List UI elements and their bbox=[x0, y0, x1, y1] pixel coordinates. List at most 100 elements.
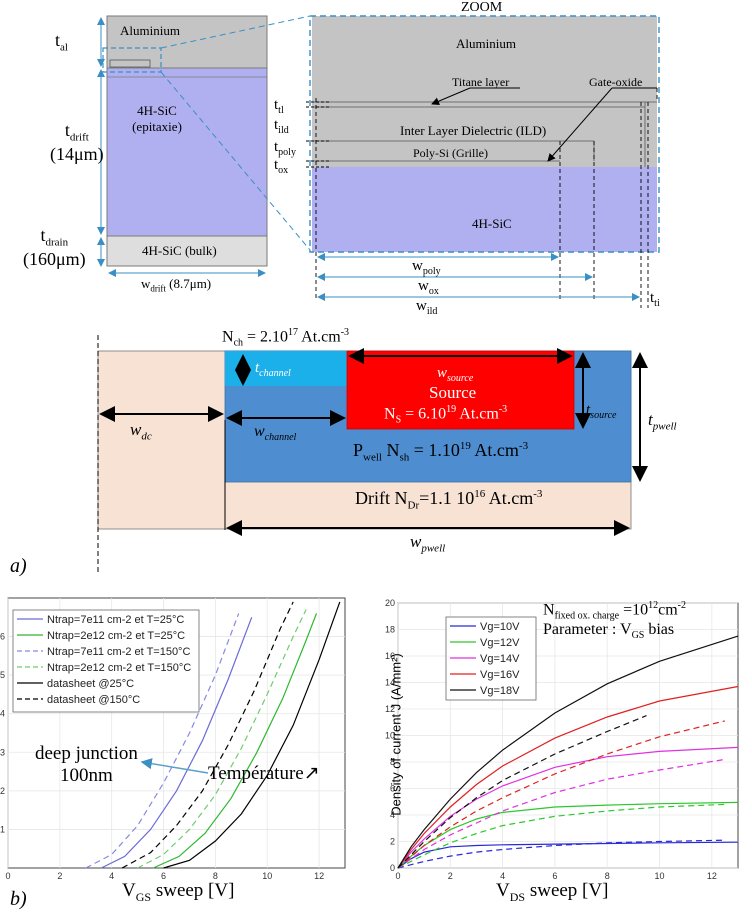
x-tick-label: 6 bbox=[161, 871, 166, 881]
t-ox-label: tox bbox=[274, 157, 289, 176]
x-tick-label: 4 bbox=[500, 871, 505, 881]
titane-layer-label: Titane layer bbox=[452, 75, 510, 89]
chart2-xlabel: VDS sweep [V] bbox=[496, 880, 609, 904]
chart1-annotation: deep junction 100nm bbox=[35, 743, 138, 786]
titane-leader bbox=[431, 87, 471, 105]
legend-entry: Ntrap=2e12 cm-2 et T=150°C bbox=[47, 662, 191, 674]
y-tick-label: 4 bbox=[0, 709, 5, 719]
x-tick-label: 6 bbox=[552, 871, 557, 881]
stack-epi-layer bbox=[106, 67, 268, 237]
gate-oxide-label: Gate-oxide bbox=[589, 75, 643, 89]
zoom-frame bbox=[309, 15, 660, 253]
chart2-title: Nfixed ox. charge =1012cm-2 bbox=[543, 600, 686, 622]
t-source-label: tsource bbox=[586, 402, 617, 421]
y-tick-label: 14 bbox=[385, 678, 395, 688]
legend-entry: Vg=14V bbox=[480, 653, 520, 665]
w-drift-label: wdrift (8.7μm) bbox=[141, 276, 212, 294]
chart1-legend-box bbox=[12, 609, 200, 713]
chart1-xlabel: VGS sweep [V] bbox=[122, 880, 235, 904]
t-pwell-label: tpwell bbox=[648, 410, 677, 433]
y-tick-label: 8 bbox=[390, 757, 395, 767]
series-line-6 bbox=[397, 758, 725, 869]
x-tick-label: 2 bbox=[57, 871, 62, 881]
x-tick-label: 2 bbox=[448, 871, 453, 881]
y-tick-label: 1 bbox=[0, 824, 5, 834]
stack-epi-label: 4H-SiC (epitaxie) bbox=[132, 103, 182, 134]
panel-a-label: a) bbox=[10, 555, 27, 577]
y-tick-label: 3 bbox=[0, 747, 5, 757]
panel-b-label: b) bbox=[10, 888, 27, 910]
series-line-1 bbox=[101, 617, 253, 869]
t-channel-label: tchannel bbox=[255, 360, 291, 379]
series-line-5 bbox=[163, 601, 341, 869]
w-ild-label: wild bbox=[416, 298, 438, 317]
t-al-label: tal bbox=[55, 30, 68, 54]
stack-gate-detail bbox=[109, 59, 151, 68]
w-source-label: wsource bbox=[437, 365, 474, 384]
zoom-sic-label: 4H-SiC bbox=[472, 216, 512, 231]
series-line-8 bbox=[397, 720, 726, 869]
series-line-5 bbox=[397, 746, 739, 869]
legend-entry: Ntrap=7e11 cm-2 et T=25°C bbox=[47, 614, 184, 626]
chart2-ylabel: Density of current J (A/mm²) bbox=[388, 653, 404, 816]
x-tick-label: 0 bbox=[395, 871, 400, 881]
w-ox-label: wox bbox=[418, 278, 439, 297]
zoom-aluminium-layer bbox=[312, 16, 657, 167]
x-tick-label: 8 bbox=[213, 871, 218, 881]
legend-entry: Ntrap=7e11 cm-2 et T=150°C bbox=[47, 646, 190, 658]
stack-bulk-label: 4H-SiC (bulk) bbox=[142, 243, 217, 258]
source-region bbox=[346, 350, 575, 430]
source-title: Source bbox=[429, 383, 477, 402]
series-line-4 bbox=[137, 609, 307, 869]
x-tick-label: 8 bbox=[605, 871, 610, 881]
zoom-title: ZOOM bbox=[461, 0, 503, 15]
t-drift-label: tdrift (14μm) bbox=[50, 120, 104, 164]
y-tick-label: 16 bbox=[385, 651, 395, 661]
x-tick-label: 4 bbox=[109, 871, 114, 881]
y-tick-label: 6 bbox=[390, 784, 395, 794]
legend-entry: datasheet @25°C bbox=[47, 678, 134, 690]
t-ti-label: tti bbox=[650, 290, 660, 309]
y-tick-label: 12 bbox=[385, 704, 395, 714]
series-line-2 bbox=[397, 839, 725, 869]
ild-label: Inter Layer Dielectric (ILD) bbox=[400, 123, 547, 138]
legend-entry: Vg=18V bbox=[480, 685, 520, 697]
y-tick-label: 5 bbox=[0, 670, 5, 680]
chart2-legend: Vg=10V Vg=12V Vg=14V Vg=16V Vg=18V bbox=[450, 621, 520, 697]
y-tick-label: 2 bbox=[390, 837, 395, 847]
chart1-temperature-label: Température↗ bbox=[208, 763, 320, 784]
x-tick-label: 12 bbox=[314, 871, 324, 881]
legend-entry: Vg=12V bbox=[480, 637, 520, 649]
series-line-10 bbox=[397, 715, 647, 869]
chart1-series bbox=[85, 601, 341, 869]
w-poly-label: wpoly bbox=[412, 258, 441, 277]
series-line-6 bbox=[121, 601, 294, 869]
t-poly-label: tpoly bbox=[274, 139, 296, 158]
chart1-legend: Ntrap=7e11 cm-2 et T=25°C Ntrap=2e12 cm-2… bbox=[17, 614, 191, 706]
series-line-7 bbox=[397, 685, 739, 869]
w-pwell-label: wpwell bbox=[410, 532, 446, 555]
y-tick-label: 10 bbox=[385, 731, 395, 741]
zoom-aluminium-label: Aluminium bbox=[456, 36, 516, 51]
w-channel-label: wchannel bbox=[254, 423, 297, 444]
chart2-subtitle: Parameter : VGS bias bbox=[543, 621, 675, 642]
y-tick-label: 0 bbox=[390, 863, 395, 873]
zoom-sic-layer bbox=[312, 167, 657, 252]
poly-label: Poly-Si (Grille) bbox=[413, 146, 488, 160]
chart2-grid bbox=[397, 602, 738, 869]
chart2-ticks: 0 2 4 6 8 10 12 0 2 4 6 8 10 12 14 16 18 20 bbox=[385, 598, 717, 881]
series-line-1 bbox=[397, 841, 739, 869]
chart2-series bbox=[397, 635, 739, 869]
t-tl-label: ttl bbox=[274, 97, 284, 116]
stack-aluminium-layer bbox=[106, 15, 268, 69]
y-tick-label: 4 bbox=[390, 810, 395, 820]
x-tick-label: 10 bbox=[655, 871, 665, 881]
x-tick-label: 10 bbox=[262, 871, 272, 881]
gate-oxide-leader bbox=[547, 87, 613, 162]
x-tick-label: 0 bbox=[5, 871, 10, 881]
t-ild-label: tild bbox=[274, 117, 289, 136]
series-line-2 bbox=[152, 613, 318, 869]
nch-label: Nch = 2.1017 At.cm-3 bbox=[222, 327, 350, 349]
